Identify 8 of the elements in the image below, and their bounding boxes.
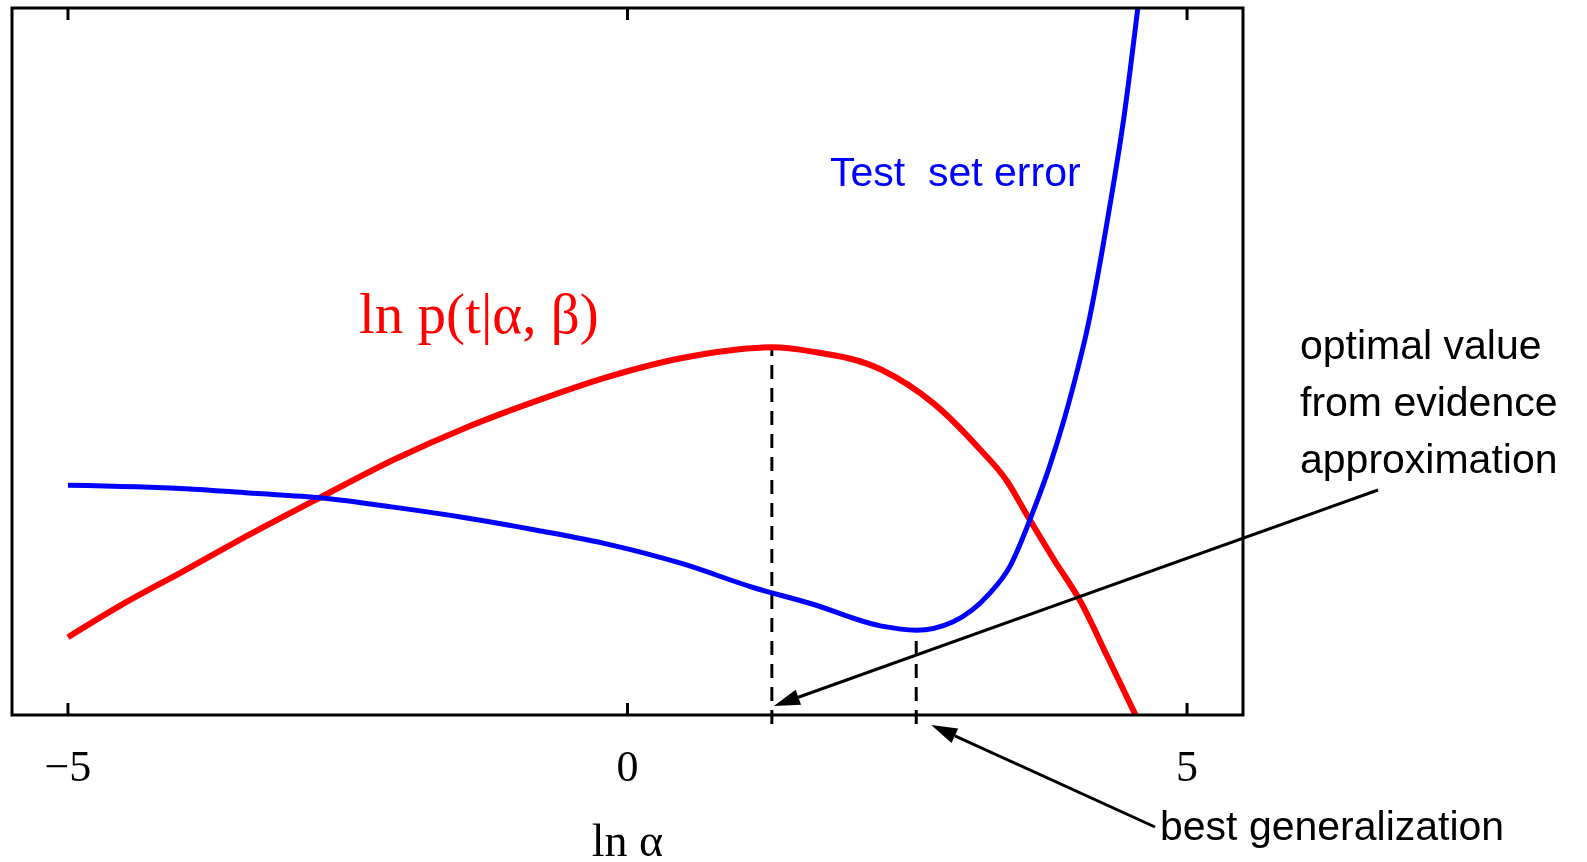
x-tick-label: 0 bbox=[616, 742, 639, 791]
x-tick-label: 5 bbox=[1176, 742, 1199, 791]
series-label: Test set error bbox=[830, 149, 1081, 195]
text: best generalization bbox=[1160, 803, 1505, 849]
text: optimal value from evidence approximation bbox=[1300, 322, 1558, 482]
x-axis-title: ln α bbox=[591, 815, 664, 862]
x-tick-label: −5 bbox=[44, 742, 92, 791]
series-label: ln p(t|α, β) bbox=[359, 282, 599, 346]
